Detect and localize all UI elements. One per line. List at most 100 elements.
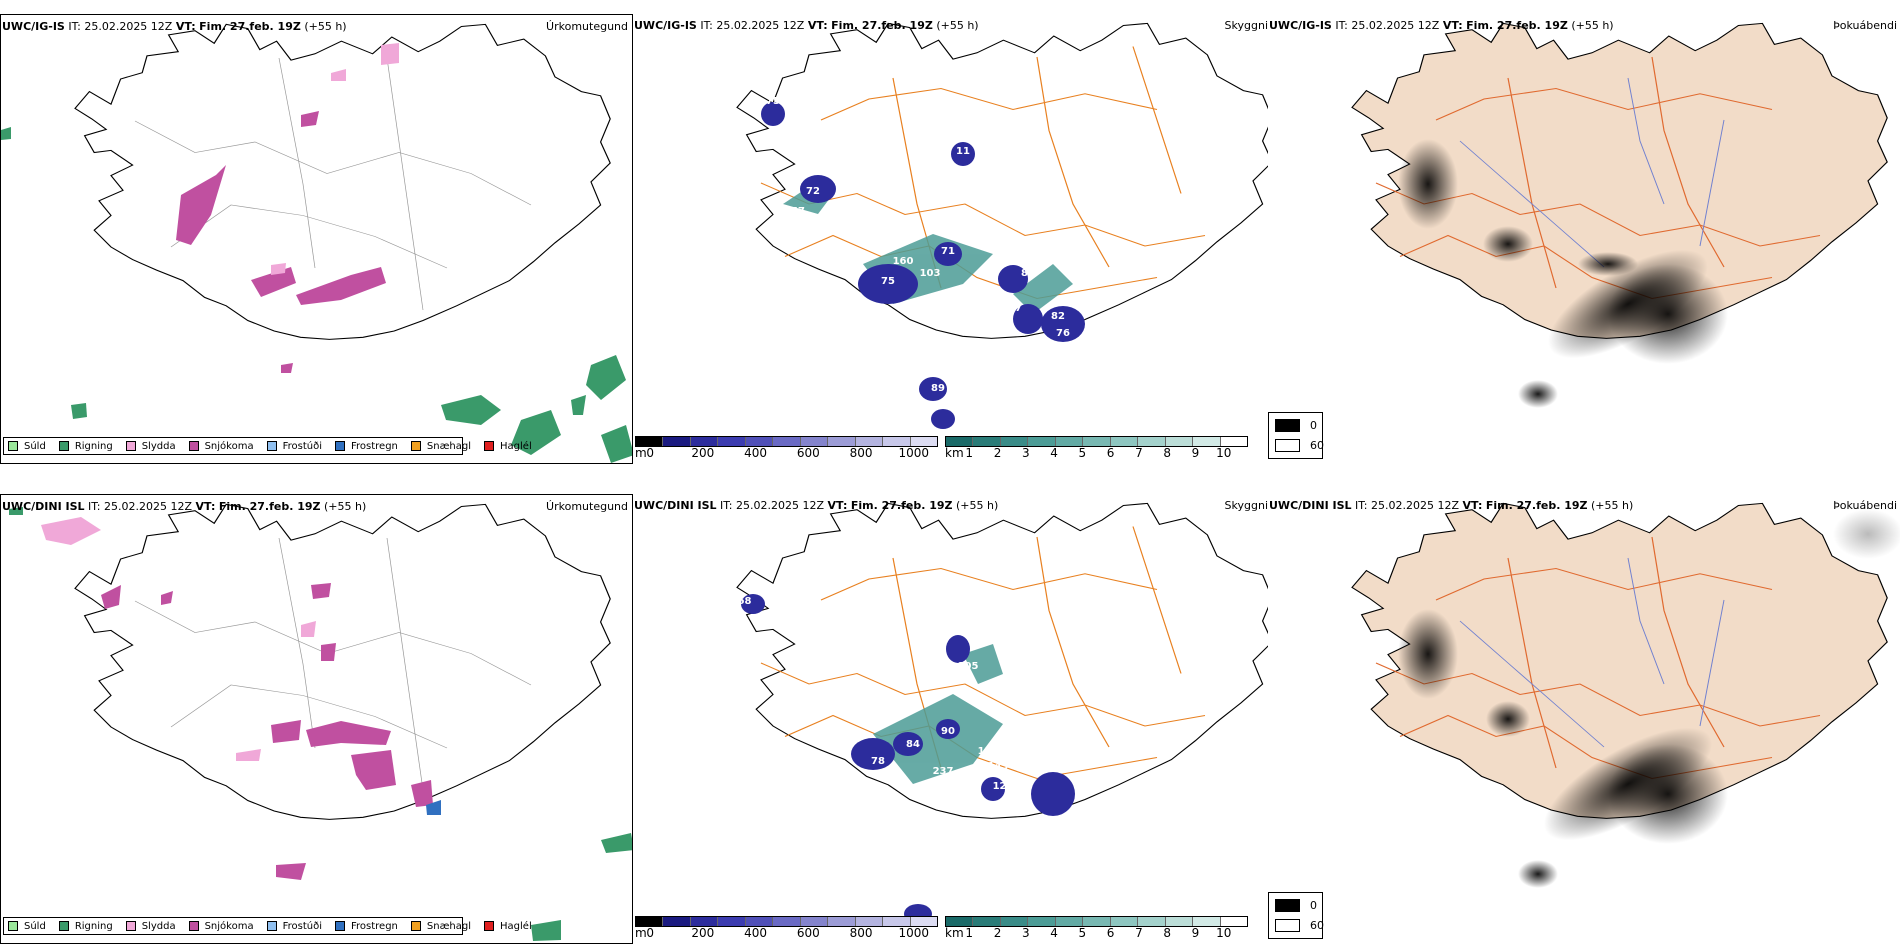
legend-swatch (8, 921, 18, 931)
precip-legend-item: Súld (8, 921, 46, 932)
panel-header: UWC/DINI ISL IT: 25.02.2025 12Z VT: Fim.… (634, 499, 999, 512)
colorbar-cell (946, 437, 974, 446)
colorbar-tick: 600 (796, 446, 820, 460)
colorbar-tick: 1000 (898, 446, 930, 460)
colorbar-cell (855, 917, 884, 926)
colorbar-cell (828, 437, 856, 446)
ceiling-label: 160 (893, 256, 914, 267)
legend-swatch (125, 441, 136, 451)
colorbar-cell (690, 917, 719, 926)
precip-legend-item: Snjókoma (188, 921, 254, 932)
ceiling-label: 57 (791, 206, 805, 217)
ceiling-label: 158 (978, 746, 999, 757)
panel-title: Úrkomutegund (546, 500, 628, 513)
colorbar-cells (635, 916, 938, 927)
colorbar-cell (636, 917, 664, 926)
legend-label: Rigning (74, 920, 113, 932)
colorbar-cell (718, 437, 746, 446)
colorbar-cells (945, 436, 1248, 447)
colorbar-cell (1138, 917, 1166, 926)
colorbar-tick: 10 (1216, 926, 1232, 940)
fog-indicator-map-2: UWC/DINI ISL IT: 25.02.2025 12Z VT: Fim.… (1268, 494, 1900, 944)
ceiling-label: 172 (993, 311, 1014, 322)
precip-legend-item: Frostúði (266, 441, 322, 452)
precip-type-map-2: UWC/DINI ISL IT: 25.02.2025 12Z VT: Fim.… (0, 494, 633, 944)
colorbar-cell (718, 917, 746, 926)
colorbar-cell (1028, 437, 1056, 446)
legend-label: Súld (24, 920, 46, 932)
ceiling-label: 82 (1051, 311, 1065, 322)
colorbar-unit: m (635, 446, 647, 460)
legend-swatch (8, 441, 18, 451)
colorbar-tick: 6 (1106, 446, 1115, 460)
panel-title: Þokuábendi (1833, 499, 1897, 512)
ceiling-label: 85 (936, 873, 950, 884)
precip-legend-item: Snæhagl (410, 921, 471, 932)
colorbar-cell (636, 437, 664, 446)
legend-swatch (266, 921, 277, 931)
fog-low-swatch (1275, 919, 1300, 932)
legend-swatch (266, 441, 277, 451)
ceiling-label: 168 (731, 596, 752, 607)
fog-indicator-map-1: UWC/IG-IS IT: 25.02.2025 12Z VT: Fim. 27… (1268, 14, 1900, 464)
precip-map-canvas-2 (9, 503, 632, 941)
panel-title: Úrkomutegund (546, 20, 628, 33)
panel-header: UWC/IG-IS IT: 25.02.2025 12Z VT: Fim. 27… (2, 20, 347, 33)
colorbar-cell (800, 437, 829, 446)
colorbar-cell (745, 917, 774, 926)
colorbar-tick: 5 (1078, 926, 1087, 940)
colorbar-cell (663, 437, 691, 446)
fog-legend: 0 60 (1268, 892, 1324, 939)
colorbar-cell (1000, 917, 1029, 926)
colorbar-tick: 0 (646, 926, 654, 940)
ceiling-label: 75 (766, 96, 780, 107)
visibility-colorbar: km 1 2 3 4 5 6 7 8 9 10 (945, 916, 1248, 940)
fog-high-label: 0 (1310, 419, 1317, 432)
colorbar-tick: 3 (1021, 926, 1030, 940)
legend-swatch (125, 921, 136, 931)
ceiling-label: 17 (1008, 303, 1022, 314)
colorbar-tick: 1000 (898, 926, 930, 940)
precip-legend-item: Frostregn (335, 921, 398, 932)
colorbar-cell (1193, 437, 1221, 446)
colorbar-cell (773, 917, 801, 926)
precip-legend-item: Slydda (125, 921, 176, 932)
colorbar-cell (973, 917, 1001, 926)
legend-label: Frostregn (351, 920, 398, 932)
fog-map-canvas-1 (1351, 22, 1888, 408)
precip-legend-item: Haglél (484, 921, 532, 932)
colorbar-tick: 2 (993, 446, 1002, 460)
colorbar-tick: 4 (1050, 446, 1058, 460)
ceiling-label: 10 (941, 184, 955, 195)
fog-legend: 0 60 (1268, 412, 1324, 459)
legend-swatch (188, 921, 199, 931)
legend-swatch (484, 921, 495, 931)
colorbar-tick: 10 (1216, 446, 1232, 460)
legend-label: Haglél (500, 920, 532, 932)
colorbar-cell (1055, 437, 1084, 446)
colorbar-cell (1110, 917, 1139, 926)
ceiling-label: 32 (986, 701, 1000, 712)
panel-title: Skyggni (1224, 19, 1268, 32)
colorbar-tick: 7 (1135, 926, 1143, 940)
legend-label: Frostúði (282, 920, 322, 932)
legend-swatch (188, 441, 199, 451)
cloud-visibility-map-1: 75 72 57 24 11 10 46 71 160 75 103 146 87 17 172 82 76 10… (633, 14, 1268, 464)
colorbar-cell (663, 917, 691, 926)
ceiling-label: 105 (906, 343, 927, 354)
colorbar-cell (1193, 917, 1221, 926)
colorbar-cell (910, 437, 937, 446)
precip-legend-item: Rigning (58, 441, 113, 452)
panel-title: Skyggni (1224, 499, 1268, 512)
colorbar-tick: 8 (1163, 446, 1172, 460)
legend-swatch (58, 921, 69, 931)
colorbar-tick: 9 (1191, 446, 1200, 460)
legend-label: Frostregn (351, 440, 398, 452)
colorbar-cell (946, 917, 974, 926)
cloud-map-canvas-2: 168 19 105 32 78 84 90 158 196 145 237 123 74 85 (731, 502, 1268, 924)
colorbar-cell (1110, 437, 1139, 446)
legend-label: Snjókoma (204, 440, 254, 452)
ceiling-label: 72 (806, 186, 820, 197)
fog-low-label: 60 (1310, 919, 1324, 932)
